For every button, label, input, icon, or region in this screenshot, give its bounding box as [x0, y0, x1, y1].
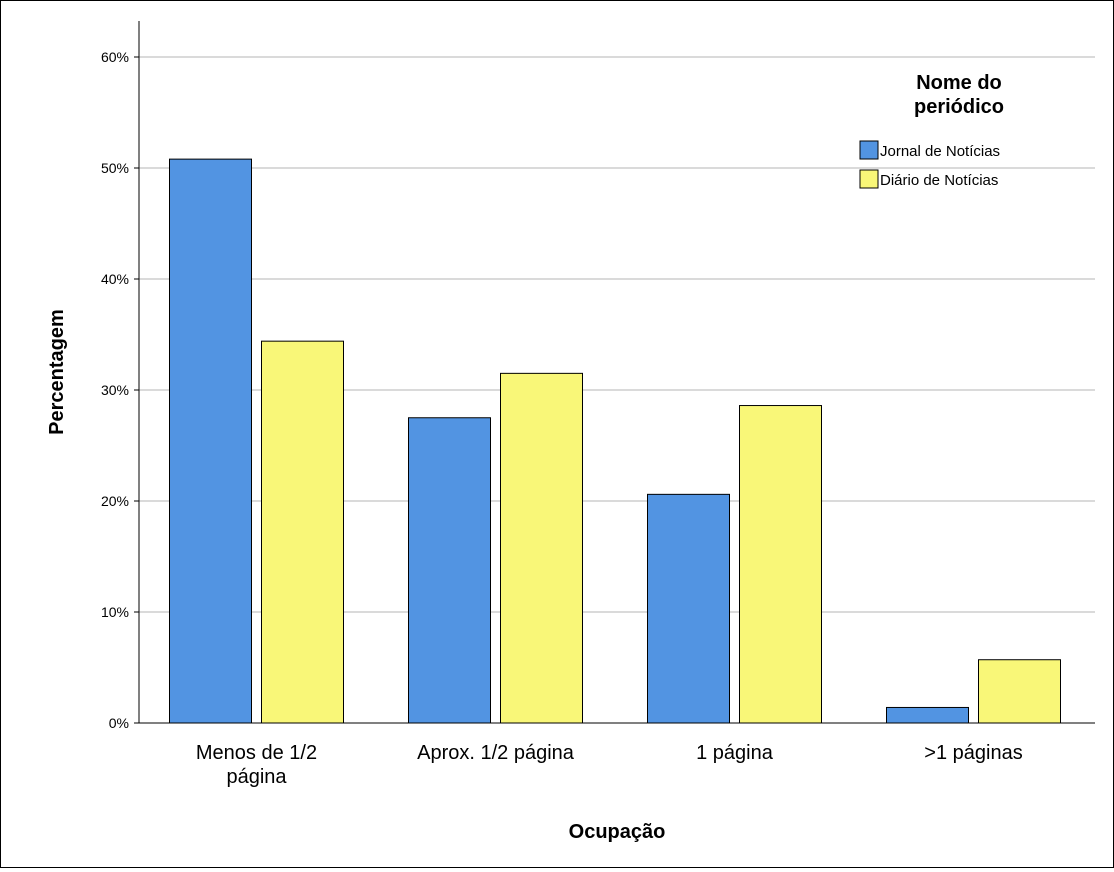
bar-diario	[500, 372, 583, 724]
y-tick-label: 0%	[109, 715, 129, 731]
legend-title-line2: periódico	[914, 96, 1004, 118]
legend-title-line1: Nome do	[916, 72, 1002, 94]
y-tick-label: 50%	[101, 160, 129, 176]
bars	[169, 158, 1061, 724]
bar-jornal	[408, 417, 491, 724]
legend-swatch-jornal	[859, 140, 879, 160]
x-tick-labels: Menos de 1/2 página Aprox. 1/2 página 1 pág…	[196, 742, 1023, 788]
y-tick-label: 60%	[101, 49, 129, 65]
y-tick-label: 40%	[101, 271, 129, 287]
x-tick-label: Menos de 1/2 página	[196, 742, 317, 788]
x-tick-label: 1 página	[696, 742, 774, 764]
bar-diario	[261, 340, 344, 724]
y-tick-label: 10%	[101, 604, 129, 620]
x-tick-label: >1 páginas	[924, 742, 1022, 764]
y-tick-label: 30%	[101, 382, 129, 398]
x-tick-label: Aprox. 1/2 página	[417, 742, 575, 764]
legend-label-diario: Diário de Notícias	[880, 172, 998, 189]
bar-diario	[739, 405, 822, 724]
legend: Nome do periódico Jornal de Notícias Diá…	[859, 72, 1004, 189]
bar-diario	[978, 659, 1061, 724]
axes	[138, 21, 1095, 724]
legend-swatch-diario	[859, 169, 879, 189]
bar-jornal	[169, 158, 252, 724]
bar-jornal	[647, 493, 730, 724]
bar-jornal	[886, 706, 969, 724]
y-tick-labels: 0% 10% 20% 30% 40% 50% 60%	[101, 49, 129, 731]
legend-label-jornal: Jornal de Notícias	[880, 143, 1000, 160]
x-axis-title: Ocupação	[569, 821, 666, 843]
y-tick-label: 20%	[101, 493, 129, 509]
y-axis-title: Percentagem	[46, 309, 68, 435]
